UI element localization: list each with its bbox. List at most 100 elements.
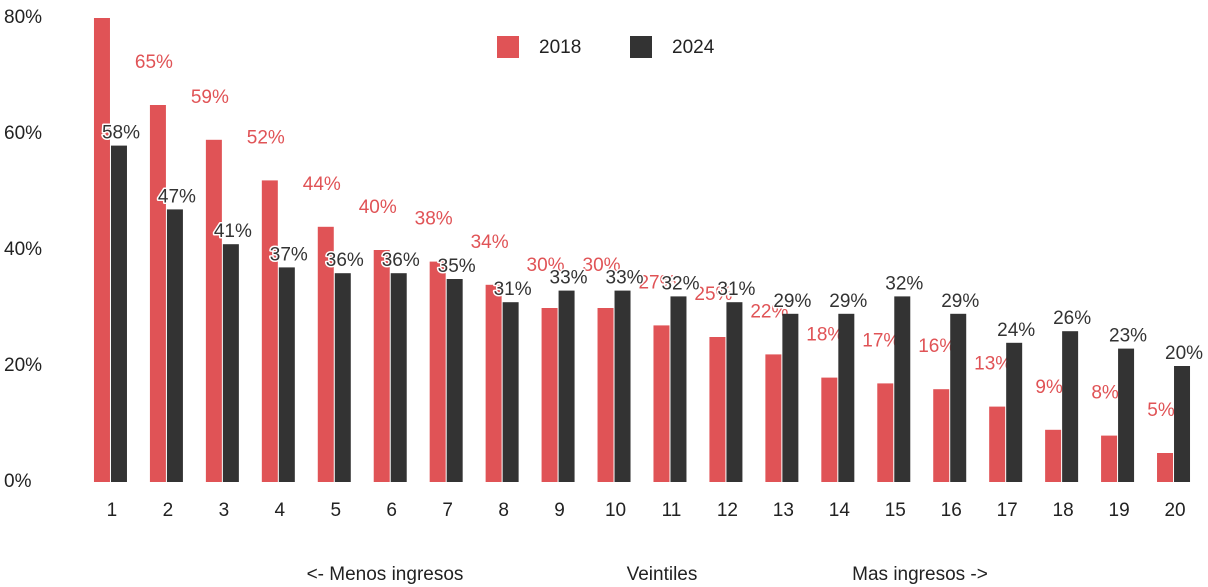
x-tick-label: 20	[1164, 500, 1185, 521]
value-label: 30%	[527, 255, 565, 276]
value-label: 23%	[1109, 326, 1147, 347]
x-tick-label: 18	[1053, 500, 1074, 521]
bar	[110, 145, 127, 482]
bar	[726, 302, 743, 482]
y-tick-label: 60%	[4, 123, 42, 144]
bar	[597, 308, 614, 482]
bar	[709, 337, 726, 482]
value-label: 29%	[829, 291, 867, 312]
bar	[894, 296, 911, 482]
value-label: 59%	[191, 87, 229, 108]
bar	[1157, 453, 1174, 482]
value-label: 9%	[1035, 377, 1063, 398]
x-tick-label: 1	[107, 500, 118, 521]
legend-swatch	[497, 36, 519, 58]
value-label: 36%	[326, 250, 364, 271]
value-label: 37%	[270, 244, 308, 265]
bar	[933, 389, 950, 482]
value-label: 24%	[997, 320, 1035, 341]
x-tick-label: 4	[275, 500, 286, 521]
bar	[278, 267, 295, 482]
x-tick-label: 13	[773, 500, 794, 521]
value-label: 31%	[717, 279, 755, 300]
value-label: 40%	[359, 197, 397, 218]
value-label: 20%	[1165, 343, 1203, 364]
bar	[317, 226, 334, 482]
legend-label: 2018	[539, 37, 581, 58]
x-tick-label: 9	[554, 500, 565, 521]
x-tick-label: 15	[885, 500, 906, 521]
axis-annotation: Mas ingresos ->	[852, 564, 988, 585]
x-tick-label: 12	[717, 500, 738, 521]
bar	[390, 273, 407, 482]
y-tick-label: 80%	[4, 7, 42, 28]
bar	[334, 273, 351, 482]
bar	[446, 279, 463, 482]
axis-annotation: <- Menos ingresos	[307, 564, 464, 585]
value-label: 34%	[471, 232, 509, 253]
value-label: 31%	[494, 279, 532, 300]
value-label: 52%	[247, 127, 285, 148]
value-label: 35%	[438, 256, 476, 277]
bar	[614, 290, 631, 482]
x-tick-label: 5	[330, 500, 341, 521]
x-tick-label: 19	[1109, 500, 1130, 521]
bar	[373, 250, 390, 482]
bar	[166, 209, 183, 482]
bar	[205, 139, 222, 483]
value-label: 32%	[661, 273, 699, 294]
x-tick-label: 16	[941, 500, 962, 521]
bar	[1006, 342, 1023, 482]
value-label: 44%	[303, 174, 341, 195]
value-label: 27%	[638, 272, 676, 293]
value-label: 8%	[1091, 383, 1119, 404]
x-tick-label: 11	[662, 500, 682, 521]
value-label: 41%	[214, 221, 252, 242]
bar	[502, 302, 519, 482]
bar	[1045, 429, 1062, 482]
value-label: 65%	[135, 52, 173, 73]
y-tick-label: 40%	[4, 239, 42, 260]
x-tick-label: 14	[829, 500, 851, 521]
x-tick-label: 2	[163, 500, 174, 521]
value-label: 47%	[158, 186, 196, 207]
x-tick-label: 8	[498, 500, 509, 521]
value-label: 36%	[382, 250, 420, 271]
bar	[149, 105, 166, 482]
x-tick-label: 3	[219, 500, 230, 521]
value-label: 38%	[415, 209, 453, 230]
x-tick-label: 6	[386, 500, 397, 521]
x-tick-label: 7	[442, 500, 453, 521]
y-tick-label: 0%	[4, 471, 32, 492]
bar	[558, 290, 575, 482]
value-label: 29%	[773, 291, 811, 312]
axis-annotation: Veintiles	[627, 564, 698, 585]
bar	[653, 325, 670, 482]
bar	[1101, 435, 1118, 482]
bar	[1174, 366, 1191, 482]
bar	[765, 354, 782, 482]
value-label: 29%	[941, 291, 979, 312]
value-label: 32%	[885, 273, 923, 294]
bar	[989, 406, 1006, 482]
bar	[950, 313, 967, 482]
value-label: 30%	[583, 255, 621, 276]
value-label: 5%	[1147, 400, 1175, 421]
x-tick-label: 17	[997, 500, 1018, 521]
bar	[782, 313, 799, 482]
bar	[485, 284, 502, 482]
bar	[670, 296, 687, 482]
value-label: 33%	[550, 268, 588, 289]
bar	[541, 308, 558, 482]
y-tick-label: 20%	[4, 355, 42, 376]
bar	[1118, 348, 1135, 482]
bar	[222, 244, 239, 482]
value-label: 33%	[606, 268, 644, 289]
bar	[261, 180, 278, 482]
bar	[877, 383, 894, 482]
bar	[93, 18, 110, 482]
legend-swatch	[630, 36, 652, 58]
legend-label: 2024	[672, 37, 715, 58]
x-tick-label: 10	[605, 500, 626, 521]
bar	[429, 261, 446, 482]
